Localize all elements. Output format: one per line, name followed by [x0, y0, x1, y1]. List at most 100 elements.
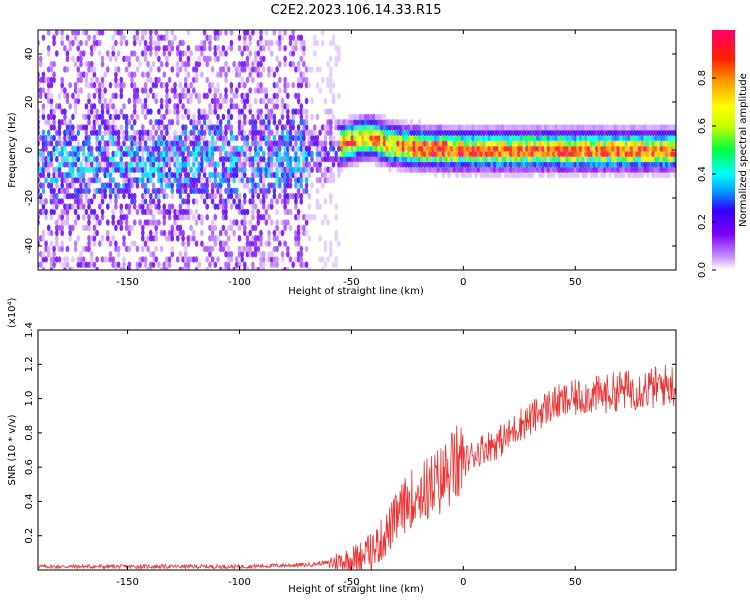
heatmap-cell	[119, 92, 124, 100]
heatmap-cell	[428, 124, 433, 131]
heatmap-cell	[60, 30, 64, 36]
heatmap-cell	[629, 140, 634, 147]
heatmap-cell	[517, 134, 521, 142]
heatmap-cell	[436, 145, 441, 152]
heatmap-cell	[256, 161, 261, 168]
heatmap-cell	[76, 92, 81, 100]
heatmap-cell	[654, 134, 658, 142]
heatmap-cell	[398, 124, 403, 131]
heatmap-cell	[404, 155, 408, 163]
heatmap-cell	[278, 134, 282, 142]
heatmap-cell	[259, 240, 263, 247]
heatmap-cell	[334, 235, 339, 242]
heatmap-cell	[98, 113, 102, 121]
heatmap-cell	[44, 166, 48, 173]
heatmap-cell	[347, 129, 352, 136]
heatmap-cell	[278, 87, 282, 94]
heatmap-cell	[210, 171, 215, 179]
heatmap-cell	[221, 113, 226, 121]
heatmap-cell	[377, 140, 382, 147]
heatmap-cell	[114, 224, 118, 231]
heatmap-cell	[202, 92, 207, 100]
heatmap-cell	[374, 129, 379, 136]
heatmap-cell	[452, 140, 457, 147]
heatmap-cell	[146, 171, 150, 179]
heatmap-cell	[425, 161, 430, 168]
heatmap-cell	[380, 140, 384, 147]
heatmap-cell	[132, 50, 137, 57]
heatmap-cell	[210, 108, 215, 115]
heatmap-cell	[224, 208, 228, 216]
heatmap-cell	[41, 140, 46, 147]
heatmap-cell	[149, 261, 153, 268]
heatmap-cell	[584, 140, 588, 147]
heatmap-cell	[315, 113, 320, 121]
heatmap-cell	[81, 155, 86, 163]
heatmap-cell	[87, 113, 91, 121]
heatmap-cell	[312, 129, 317, 136]
heatmap-cell	[68, 150, 72, 157]
heatmap-cell	[463, 129, 467, 136]
heatmap-cell	[108, 140, 113, 147]
heatmap-cell	[63, 208, 67, 216]
heatmap-cell	[541, 150, 545, 157]
heatmap-cell	[377, 124, 382, 131]
heatmap-cell	[178, 171, 183, 179]
heatmap-cell	[272, 245, 277, 253]
heatmap-cell	[444, 124, 449, 131]
heatmap-cell	[562, 171, 567, 179]
heatmap-cell	[586, 161, 591, 168]
heatmap-cell	[98, 50, 102, 57]
heatmap-cell	[498, 150, 502, 157]
heatmap-cell	[200, 113, 204, 121]
heatmap-cell	[240, 177, 244, 184]
heatmap-cell	[52, 177, 56, 184]
heatmap-cell	[103, 97, 107, 105]
heatmap-cell	[259, 82, 263, 89]
heatmap-cell	[68, 229, 72, 237]
heatmap-cell	[235, 155, 239, 163]
heatmap-cell	[243, 82, 247, 89]
heatmap-cell	[280, 187, 285, 194]
heatmap-cell	[46, 251, 51, 258]
heatmap-cell	[310, 113, 314, 121]
heatmap-cell	[143, 39, 148, 47]
heatmap-cell	[651, 171, 655, 179]
heatmap-cell	[318, 203, 322, 210]
heatmap-cell	[382, 134, 387, 142]
heatmap-cell	[259, 261, 263, 268]
heatmap-cell	[492, 134, 497, 142]
heatmap-cell	[243, 103, 247, 110]
heatmap-cell	[95, 30, 99, 36]
heatmap-cell	[216, 124, 220, 131]
heatmap-cell	[519, 129, 524, 136]
heatmap-cell	[611, 124, 615, 131]
heatmap-cell	[490, 155, 494, 163]
heatmap-cell	[396, 166, 400, 173]
heatmap-cell	[143, 71, 148, 78]
heatmap-cell	[557, 140, 561, 147]
heatmap-cell	[186, 198, 191, 205]
heatmap-cell	[248, 87, 252, 94]
heatmap-cell	[245, 208, 250, 216]
heatmap-cell	[611, 155, 615, 163]
heatmap-cell	[154, 150, 158, 157]
heatmap-cell	[135, 140, 140, 147]
heatmap-cell	[243, 97, 247, 105]
heatmap-cell	[197, 150, 201, 157]
heatmap-cell	[68, 266, 72, 270]
heatmap-cell	[302, 50, 306, 57]
heatmap-cell	[87, 219, 91, 226]
heatmap-cell	[200, 166, 204, 173]
heatmap-cell	[621, 166, 626, 173]
heatmap-cell	[286, 113, 290, 121]
heatmap-cell	[186, 97, 191, 105]
heatmap-cell	[224, 229, 228, 237]
heatmap-cell	[84, 129, 89, 136]
heatmap-cell	[186, 203, 191, 210]
heatmap-cell	[149, 203, 153, 210]
heatmap-cell	[275, 39, 279, 47]
heatmap-cell	[229, 39, 234, 47]
heatmap-cell	[103, 140, 107, 147]
heatmap-cell	[253, 97, 258, 105]
